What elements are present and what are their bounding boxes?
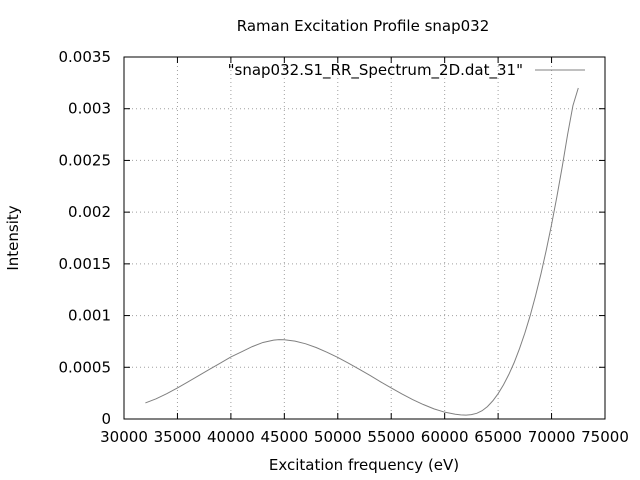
chart-title: Raman Excitation Profile snap032 <box>237 17 490 35</box>
x-axis-label: Excitation frequency (eV) <box>269 456 459 474</box>
grid-layer <box>124 57 605 419</box>
y-axis-label: Intensity <box>4 205 22 270</box>
y-axis-ticks: 0 0.0005 0.001 0.0015 0.002 0.0025 0.003 0.0035 <box>59 48 605 428</box>
plot-frame <box>123 56 606 420</box>
legend: "snap032.S1_RR_Spectrum_2D.dat_31" <box>228 61 585 80</box>
y-tick-label: 0.001 <box>68 307 111 325</box>
x-tick-label: 45000 <box>260 428 308 446</box>
legend-label: "snap032.S1_RR_Spectrum_2D.dat_31" <box>228 61 523 80</box>
y-tick-label: 0 <box>101 410 111 428</box>
y-tick-label: 0.0025 <box>59 151 112 169</box>
x-tick-label: 55000 <box>367 428 415 446</box>
x-tick-label: 65000 <box>474 428 522 446</box>
x-tick-label: 30000 <box>100 428 148 446</box>
y-tick-label: 0.002 <box>68 203 111 221</box>
y-tick-label: 0.003 <box>68 100 111 118</box>
y-tick-label: 0.0015 <box>59 255 112 273</box>
x-tick-label: 35000 <box>154 428 202 446</box>
x-axis-ticks: 30000 35000 40000 45000 50000 55000 60000 65000… <box>100 57 629 446</box>
series-line <box>145 87 579 416</box>
x-tick-label: 60000 <box>421 428 469 446</box>
y-tick-label: 0.0035 <box>59 48 112 66</box>
x-tick-label: 70000 <box>528 428 576 446</box>
y-tick-label: 0.0005 <box>59 358 112 376</box>
x-tick-label: 40000 <box>207 428 255 446</box>
x-tick-label: 50000 <box>314 428 362 446</box>
x-tick-label: 75000 <box>581 428 629 446</box>
